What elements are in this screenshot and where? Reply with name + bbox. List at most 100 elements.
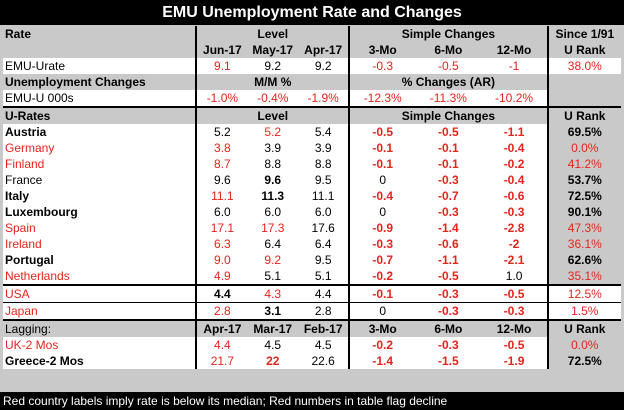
cell: -1.4 bbox=[415, 220, 482, 236]
cell: 4.9 bbox=[195, 268, 248, 285]
cell: 47.3% bbox=[546, 220, 621, 236]
cell: -0.5 bbox=[481, 284, 548, 303]
col-header: U Rank bbox=[546, 42, 621, 58]
cell: 21.7 bbox=[195, 353, 248, 369]
cell: 4.5 bbox=[247, 337, 299, 353]
cell: -0.1 bbox=[415, 156, 482, 172]
rank-header: U Rank bbox=[546, 106, 621, 124]
cell: -0.5 bbox=[415, 124, 482, 140]
cell: 9.5 bbox=[298, 252, 350, 268]
cell: 9.1 bbox=[195, 58, 248, 74]
cell: -0.3 bbox=[415, 302, 482, 320]
table-row: Greece-2 Mos 21.7 22 22.6 -1.4 -1.5 -1.9… bbox=[3, 353, 621, 369]
country-label: France bbox=[3, 172, 197, 188]
cell: 2.8 bbox=[298, 302, 350, 320]
table-row: Italy 11.1 11.3 11.1 -0.4 -0.7 -0.6 72.5… bbox=[3, 188, 621, 204]
country-label: USA bbox=[3, 284, 197, 303]
cell: 8.8 bbox=[298, 156, 350, 172]
cell: 8.7 bbox=[195, 156, 248, 172]
cell: -0.7 bbox=[415, 188, 482, 204]
country-label: Japan bbox=[3, 302, 197, 320]
table-row: Ireland 6.3 6.4 6.4 -0.3 -0.6 -2 36.1% bbox=[3, 236, 621, 252]
cell: 4.4 bbox=[195, 284, 248, 303]
cell: -2.1 bbox=[481, 252, 548, 268]
cell: -0.3 bbox=[415, 284, 482, 303]
cell: -0.1 bbox=[348, 140, 416, 156]
col-header: Apr-17 bbox=[195, 319, 248, 337]
cell: 9.6 bbox=[247, 172, 299, 188]
cell: 6.3 bbox=[195, 236, 248, 252]
cell: -0.3 bbox=[415, 204, 482, 220]
country-label: Portugal bbox=[3, 252, 197, 268]
cell: -10.2% bbox=[481, 90, 548, 107]
urates-header: U-Rates bbox=[3, 106, 197, 124]
cell: -0.5 bbox=[348, 124, 416, 140]
country-label: Spain bbox=[3, 220, 197, 236]
cell: 0 bbox=[348, 172, 416, 188]
cell: 0.0% bbox=[546, 140, 621, 156]
country-label: Greece-2 Mos bbox=[3, 353, 197, 369]
table-row: UK-2 Mos 4.4 4.5 4.5 -0.2 -0.3 -0.5 0.0% bbox=[3, 337, 621, 353]
cell: -0.7 bbox=[348, 252, 416, 268]
cell: 5.1 bbox=[298, 268, 350, 285]
rate-header: Rate bbox=[3, 26, 197, 42]
cell: 72.5% bbox=[546, 188, 621, 204]
cell: 0 bbox=[348, 302, 416, 320]
country-label: Finland bbox=[3, 156, 197, 172]
cell: -0.9 bbox=[348, 220, 416, 236]
header-row-1: Rate Level Simple Changes Since 1/91 bbox=[3, 26, 621, 42]
cell: -1.9% bbox=[298, 90, 350, 107]
col-header: May-17 bbox=[247, 42, 299, 58]
cell: -2 bbox=[481, 236, 548, 252]
cell: -0.1 bbox=[348, 284, 416, 303]
table-row: Germany 3.8 3.9 3.9 -0.1 -0.1 -0.4 0.0% bbox=[3, 140, 621, 156]
country-label: Netherlands bbox=[3, 268, 197, 285]
cell: 4.4 bbox=[298, 284, 350, 303]
cell: -2.8 bbox=[481, 220, 548, 236]
cell: 6.0 bbox=[298, 204, 350, 220]
table-row: Finland 8.7 8.8 8.8 -0.1 -0.1 -0.2 41.2% bbox=[3, 156, 621, 172]
table-row: EMU-Urate 9.1 9.2 9.2 -0.3 -0.5 -1 38.0% bbox=[3, 58, 621, 74]
cell: 53.7% bbox=[546, 172, 621, 188]
cell: 9.0 bbox=[195, 252, 248, 268]
col-header: Jun-17 bbox=[195, 42, 248, 58]
cell: 35.1% bbox=[546, 268, 621, 285]
table-row: Portugal 9.0 9.2 9.5 -0.7 -1.1 -2.1 62.6… bbox=[3, 252, 621, 268]
cell: -0.3 bbox=[415, 337, 482, 353]
cell: -0.6 bbox=[481, 188, 548, 204]
col-header: 12-Mo bbox=[481, 42, 548, 58]
cell: 2.8 bbox=[195, 302, 248, 320]
unemployment-table: Rate Level Simple Changes Since 1/91 Jun… bbox=[3, 26, 621, 369]
cell: 1.5% bbox=[546, 302, 621, 320]
changes-header-row: Unemployment Changes M/M % % Changes (AR… bbox=[3, 74, 621, 90]
cell: -0.2 bbox=[348, 337, 416, 353]
cell: 11.1 bbox=[298, 188, 350, 204]
cell: 90.1% bbox=[546, 204, 621, 220]
cell: -0.5 bbox=[415, 268, 482, 285]
cell: 9.2 bbox=[298, 58, 350, 74]
cell: -0.5 bbox=[415, 58, 482, 74]
col-header: Mar-17 bbox=[247, 319, 299, 337]
cell: 3.1 bbox=[247, 302, 299, 320]
cell: 0 bbox=[348, 204, 416, 220]
cell: 41.2% bbox=[546, 156, 621, 172]
cell: -1.1 bbox=[415, 252, 482, 268]
level-header: Level bbox=[195, 106, 350, 124]
cell: 11.1 bbox=[195, 188, 248, 204]
cell: 9.6 bbox=[195, 172, 248, 188]
cell: -11.3% bbox=[415, 90, 482, 107]
country-label: Ireland bbox=[3, 236, 197, 252]
cell: 72.5% bbox=[546, 353, 621, 369]
cell: -0.4% bbox=[247, 90, 299, 107]
cell: -0.3 bbox=[481, 204, 548, 220]
cell: 9.5 bbox=[298, 172, 350, 188]
country-label: UK-2 Mos bbox=[3, 337, 197, 353]
cell: -0.1 bbox=[348, 156, 416, 172]
table-row: Japan 2.8 3.1 2.8 0 -0.3 -0.3 1.5% bbox=[3, 302, 621, 320]
col-header: U Rank bbox=[546, 319, 621, 337]
cell: 4.3 bbox=[247, 284, 299, 303]
table-title: EMU Unemployment Rate and Changes bbox=[0, 0, 624, 25]
cell: -1.5 bbox=[415, 353, 482, 369]
cell: 17.1 bbox=[195, 220, 248, 236]
